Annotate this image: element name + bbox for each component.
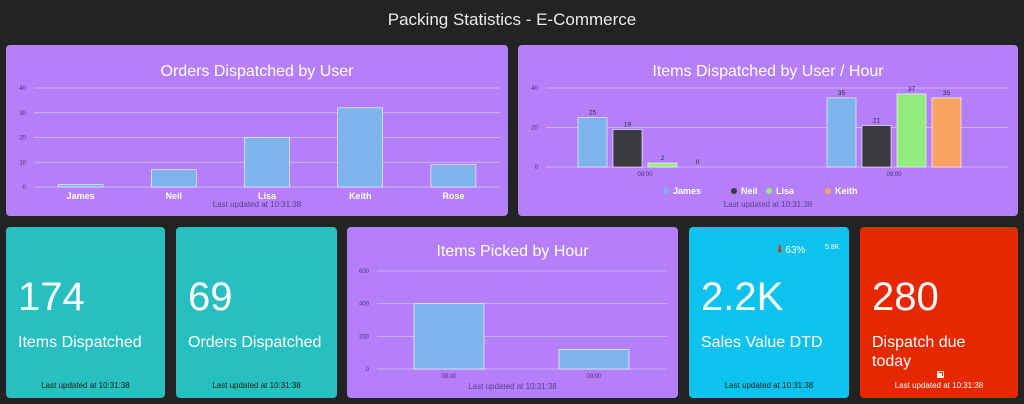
data-label: 2 [661, 155, 665, 162]
items-dispatched-tile[interactable]: 174 Items Dispatched Last updated at 10:… [6, 227, 165, 398]
y-tick-label: 600 [359, 269, 370, 275]
y-tick-label: 20 [531, 126, 538, 132]
tile-title: Items Dispatched by User / Hour [652, 63, 884, 80]
bar-neil [151, 169, 197, 188]
kpi-label: Orders Dispatched [188, 334, 322, 351]
data-label: 0 [696, 159, 700, 166]
x-tick-label: 09:00 [886, 172, 902, 178]
bar-lisa-0800 [647, 162, 678, 168]
legend-swatch [766, 188, 772, 194]
bar-neil-0900 [861, 125, 892, 168]
bar-james-0900 [826, 97, 857, 168]
data-label: 25 [589, 110, 597, 117]
kpi-value: 174 [18, 275, 85, 319]
data-label: 35 [943, 90, 951, 97]
items-picked-by-hour-chart: 0 200 400 600 08:00 09:00 [359, 269, 667, 380]
items-by-user-hour-tile[interactable]: Items Dispatched by User / Hour 0 20 40 25 1… [518, 45, 1018, 216]
bar-lisa-0900 [896, 93, 927, 168]
x-tick-label: Neil [166, 191, 183, 201]
tile-title: Orders Dispatched by User [160, 63, 354, 80]
data-label: 35 [838, 90, 846, 97]
y-tick-label: 40 [19, 86, 26, 92]
kpi-label: Items Dispatched [18, 334, 142, 351]
tile-title: Items Picked by Hour [436, 243, 589, 260]
legend-swatch [825, 188, 831, 194]
comparison-value: 5.8K [825, 244, 840, 251]
kpi-label: Sales Value DTD [701, 334, 823, 351]
last-updated: Last updated at 10:31:38 [212, 381, 301, 390]
x-tick-label: 08:00 [441, 374, 457, 380]
legend-label: Neil [741, 186, 758, 196]
kpi-value: 69 [188, 275, 233, 319]
y-tick-label: 400 [359, 302, 370, 308]
data-label: 19 [624, 121, 632, 128]
last-updated: Last updated at 10:31:38 [723, 200, 813, 209]
x-tick-label: 08:00 [637, 172, 653, 178]
y-tick-label: 30 [19, 111, 26, 117]
y-tick-label: 40 [531, 86, 538, 92]
y-tick-label: 10 [19, 160, 26, 166]
external-link-icon[interactable] [937, 371, 944, 378]
data-label: 21 [873, 118, 881, 125]
bar-0900 [558, 349, 630, 370]
bar-lisa [244, 137, 290, 188]
x-tick-label: Rose [442, 191, 464, 201]
legend-label: Lisa [776, 186, 795, 196]
last-updated: Last updated at 10:31:38 [212, 200, 302, 209]
last-updated: Last updated at 10:31:38 [894, 381, 984, 390]
kpi-value: 280 [872, 275, 939, 319]
legend-swatch [663, 188, 669, 194]
x-tick-label: James [67, 191, 95, 201]
legend-swatch [731, 188, 737, 194]
y-tick-label: 200 [359, 334, 370, 340]
arrow-down-icon: 🠛 [777, 244, 783, 256]
last-updated: Last updated at 10:31:38 [724, 381, 814, 390]
bar-keith-0900 [931, 97, 962, 168]
bar-keith [337, 107, 384, 188]
data-label: 37 [908, 86, 916, 93]
trend-indicator: 🠛 63% [777, 241, 805, 260]
last-updated: Last updated at 10:31:38 [41, 381, 130, 390]
dashboard-title: Packing Statistics - E-Commerce [387, 10, 637, 29]
bar-neil-0800 [612, 129, 643, 168]
x-tick-label: 09:00 [586, 374, 602, 380]
bar-rose [430, 164, 477, 188]
y-tick-label: 0 [23, 185, 27, 191]
legend-label: James [673, 186, 701, 196]
dispatch-due-tile[interactable]: 280 Dispatch due today Last updated at 1… [860, 227, 1018, 398]
bar-0800 [413, 303, 485, 370]
y-tick-label: 0 [366, 367, 370, 373]
items-picked-by-hour-tile[interactable]: Items Picked by Hour 0 200 400 600 08:00 09:0… [347, 227, 678, 398]
legend-label: Keith [835, 186, 858, 196]
orders-by-user-chart: 0 10 20 30 40 James Neil Lisa Keith Rose [19, 86, 500, 201]
kpi-label: Dispatch due today [872, 334, 966, 370]
y-tick-label: 0 [535, 165, 539, 171]
x-tick-label: Lisa [258, 191, 277, 201]
bar-james [57, 184, 104, 188]
trend-percent: 63% [785, 245, 806, 256]
kpi-value: 2.2K [701, 275, 784, 319]
last-updated: Last updated at 10:31:38 [468, 382, 557, 391]
orders-by-user-tile[interactable]: Orders Dispatched by User 0 10 20 30 40 James… [6, 45, 508, 216]
y-tick-label: 20 [19, 136, 26, 142]
orders-dispatched-tile[interactable]: 69 Orders Dispatched Last updated at 10:… [176, 227, 337, 398]
sales-value-tile[interactable]: 🠛 63% 5.8K 2.2K Sales Value DTD Last upd… [689, 227, 849, 398]
x-tick-label: Keith [349, 191, 372, 201]
bar-james-0800 [577, 117, 608, 168]
